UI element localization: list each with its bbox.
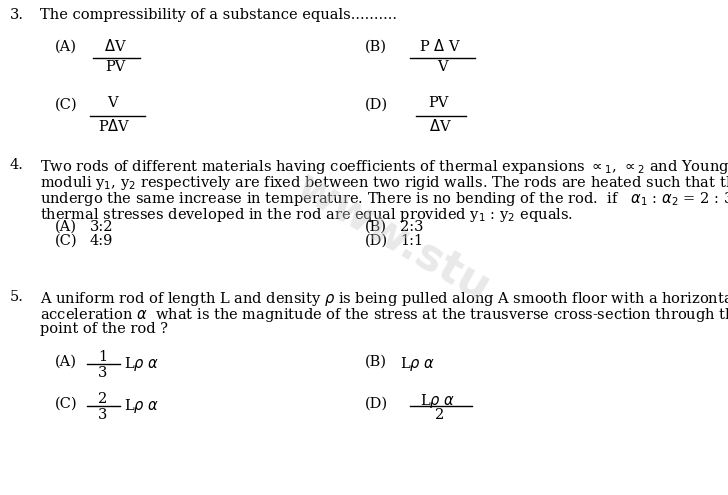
Text: www.stu: www.stu	[288, 165, 498, 310]
Text: $\Delta$V: $\Delta$V	[429, 118, 451, 134]
Text: thermal stresses developed in the rod are equal provided y$_1$ : y$_2$ equals.: thermal stresses developed in the rod ar…	[40, 206, 573, 224]
Text: (B): (B)	[365, 355, 387, 369]
Text: L$\rho$ $\alpha$: L$\rho$ $\alpha$	[400, 355, 435, 373]
Text: 2: 2	[98, 392, 108, 406]
Text: P$\Delta$V: P$\Delta$V	[98, 118, 130, 134]
Text: L$\rho$ $\alpha$: L$\rho$ $\alpha$	[421, 392, 456, 410]
Text: (D): (D)	[365, 98, 388, 112]
Text: (C): (C)	[55, 397, 78, 411]
Text: (C): (C)	[55, 234, 78, 248]
Text: point of the rod ?: point of the rod ?	[40, 322, 168, 336]
Text: (A): (A)	[55, 355, 77, 369]
Text: 2: 2	[435, 408, 445, 422]
Text: moduli y$_1$, y$_2$ respectively are fixed between two rigid walls. The rods are: moduli y$_1$, y$_2$ respectively are fix…	[40, 174, 728, 192]
Text: 4:9: 4:9	[90, 234, 114, 248]
Text: 3:2: 3:2	[90, 220, 114, 234]
Text: 2:3: 2:3	[400, 220, 424, 234]
Text: P $\Delta$ V: P $\Delta$ V	[419, 38, 461, 54]
Text: acceleration $\alpha$  what is the magnitude of the stress at the trausverse cro: acceleration $\alpha$ what is the magnit…	[40, 306, 728, 324]
Text: 1: 1	[98, 350, 108, 364]
Text: (C): (C)	[55, 98, 78, 112]
Text: V: V	[437, 60, 447, 74]
Text: (A): (A)	[55, 40, 77, 54]
Text: 4.: 4.	[10, 158, 24, 172]
Text: (B): (B)	[365, 220, 387, 234]
Text: L$\rho$ $\alpha$: L$\rho$ $\alpha$	[124, 355, 159, 373]
Text: A uniform rod of length L and density $\rho$ is being pulled along A smooth floo: A uniform rod of length L and density $\…	[40, 290, 728, 308]
Text: PV: PV	[105, 60, 125, 74]
Text: Two rods of different materials having coefficients of thermal expansions $\prop: Two rods of different materials having c…	[40, 158, 728, 176]
Text: $\Delta$V: $\Delta$V	[103, 38, 127, 54]
Text: 5.: 5.	[10, 290, 24, 304]
Text: (A): (A)	[55, 220, 77, 234]
Text: undergo the same increase in temperature. There is no bending of the rod.  if   : undergo the same increase in temperature…	[40, 190, 728, 208]
Text: 3.: 3.	[10, 8, 24, 22]
Text: 1:1: 1:1	[400, 234, 423, 248]
Text: (D): (D)	[365, 397, 388, 411]
Text: PV: PV	[428, 96, 448, 110]
Text: 3: 3	[98, 408, 108, 422]
Text: L$\rho$ $\alpha$: L$\rho$ $\alpha$	[124, 397, 159, 415]
Text: (D): (D)	[365, 234, 388, 248]
Text: (B): (B)	[365, 40, 387, 54]
Text: The compressibility of a substance equals..........: The compressibility of a substance equal…	[40, 8, 397, 22]
Text: 3: 3	[98, 366, 108, 380]
Text: V: V	[107, 96, 117, 110]
